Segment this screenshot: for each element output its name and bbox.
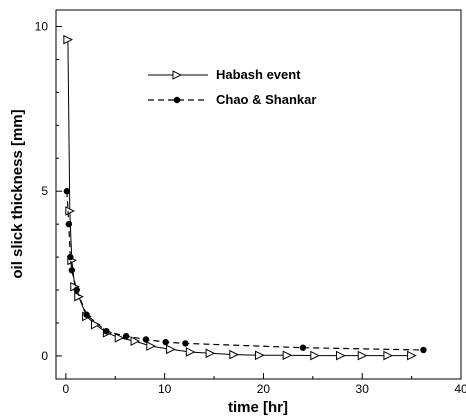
x-tick-label: 30 [356,382,370,396]
x-tick-label: 40 [454,382,466,396]
marker-habash [407,350,417,361]
legend-label-habash: Habash event [216,67,301,82]
marker-chao [73,286,80,294]
series-line-chao [66,191,424,351]
marker-habash [146,341,156,351]
marker-habash [254,350,265,361]
marker-chao [103,328,110,335]
axis-ticks: 0 10 20 30 40 0 5 10 [35,19,466,396]
marker-habash [114,333,125,343]
marker-chao [122,332,130,340]
marker-habash [282,350,293,361]
marker-habash [335,350,346,361]
marker-chao [182,340,189,347]
marker-chao [162,338,169,346]
marker-habash [185,347,196,357]
marker-habash [357,350,368,361]
x-tick-label: 20 [257,382,271,396]
x-tick-label: 0 [63,382,70,396]
marker-chao [65,220,73,228]
y-tick-label: 10 [35,19,49,33]
legend-label-chao: Chao & Shankar [216,92,316,107]
legend-marker-habash [172,70,183,80]
marker-chao [63,188,71,195]
marker-habash [383,350,394,361]
marker-habash [166,344,176,355]
marker-habash [91,319,101,330]
marker-chao [299,344,307,351]
marker-habash [205,348,216,359]
series-layer [63,34,427,361]
y-axis-title: oil slick thickness [mm] [9,109,26,278]
x-axis-title: time [hr] [228,399,288,416]
series-line-habash [67,39,412,357]
y-tick-label: 0 [41,349,48,363]
marker-chao [83,311,90,318]
marker-habash [63,34,73,45]
marker-chao [68,267,76,274]
legend-marker-chao [173,96,181,104]
marker-chao [420,346,427,354]
legend: Habash event Chao & Shankar [148,67,316,107]
marker-habash [310,350,320,361]
marker-chao [67,253,74,261]
plot-frame [55,9,462,380]
x-tick-label: 10 [158,382,172,396]
marker-habash [130,336,141,346]
y-tick-label: 5 [41,184,48,198]
marker-habash [229,349,239,360]
marker-chao [142,336,150,343]
